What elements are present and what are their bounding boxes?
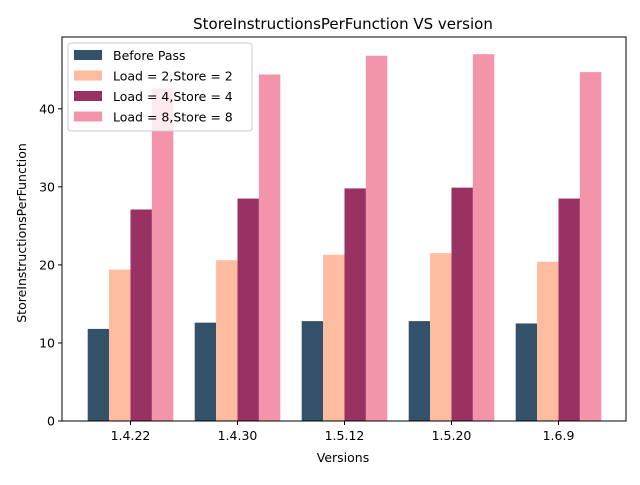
bars-layer [87,54,602,422]
y-tick-label: 0 [47,414,55,429]
bar-1-1.5.20 [408,321,431,421]
bar-3-1.4.22 [130,209,152,421]
bar-2-1.4.22 [109,269,131,421]
bar-4-1.5.12 [365,55,388,421]
y-tick-label: 10 [39,335,55,350]
bar-1-1.4.30 [194,322,217,421]
bar-3-1.6.9 [558,198,580,421]
x-tick-label: 1.6.9 [543,428,575,443]
bar-4-1.6.9 [579,72,602,422]
legend-swatch [74,50,102,60]
legend-label: Load = 2,Store = 2 [113,69,233,84]
legend-label: Load = 4,Store = 4 [113,89,233,104]
bar-3-1.4.30 [237,198,259,421]
y-tick-label: 40 [39,101,55,116]
legend-label: Before Pass [113,48,186,63]
bar-1-1.6.9 [515,323,538,421]
x-axis-label: Versions [317,450,369,465]
x-tick-label: 1.4.22 [111,428,151,443]
bar-1-1.5.12 [301,321,324,421]
bar-2-1.5.12 [323,254,345,421]
x-tick-label: 1.5.12 [325,428,365,443]
y-tick-label: 30 [39,179,55,194]
bar-2-1.4.30 [216,260,238,421]
x-tick-label: 1.4.30 [218,428,258,443]
bar-4-1.4.30 [258,74,281,422]
bar-1-1.4.22 [87,328,110,421]
legend: Before Pass Load = 2,Store = 2 Load = 4,St… [67,42,253,132]
axes-layer: 1.4.22 1.4.30 1.5.12 1.5.20 1.6.9 0 10 20 30 40 [39,36,627,443]
bar-4-1.4.22 [151,88,174,421]
bar-3-1.5.12 [344,188,366,421]
y-tick-label: 20 [39,257,55,272]
bar-4-1.5.20 [472,54,495,422]
legend-swatch [74,70,102,81]
y-axis-label: StoreInstructionsPerFunction [14,143,29,323]
x-tick-label: 1.5.20 [432,428,472,443]
legend-swatch [74,111,102,122]
legend-box [67,42,253,132]
legend-label: Load = 8,Store = 8 [113,110,233,125]
bar-3-1.5.20 [451,187,473,421]
bar-2-1.5.20 [430,253,452,421]
chart-title: StoreInstructionsPerFunction VS version [193,15,493,33]
bar-2-1.6.9 [537,261,559,421]
legend-swatch [74,91,102,101]
